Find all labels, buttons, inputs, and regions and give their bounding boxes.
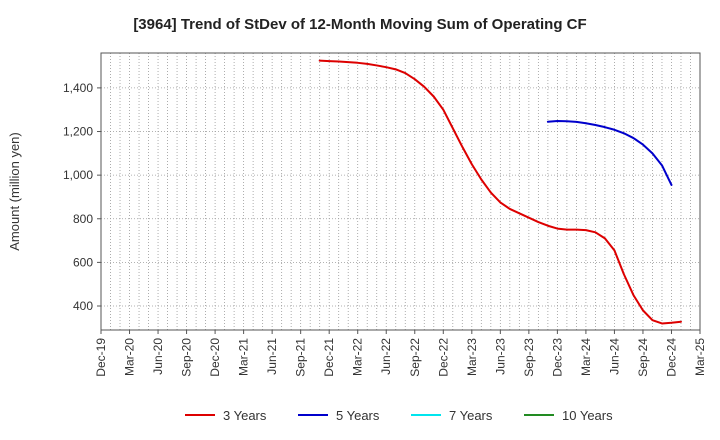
x-tick-label: Dec-20 (208, 338, 222, 377)
x-tick-label: Jun-21 (265, 338, 279, 375)
x-tick-label: Mar-22 (351, 338, 365, 376)
x-tick-label: Mar-20 (123, 338, 137, 376)
y-axis-ticks: 400 600 800 1,000 1,200 1,400 (63, 81, 101, 313)
x-tick-label: Dec-22 (436, 338, 450, 377)
y-tick-label: 1,000 (63, 168, 93, 182)
x-tick-label: Mar-25 (693, 338, 707, 376)
y-tick-label: 1,400 (63, 81, 93, 95)
y-tick-label: 1,200 (63, 125, 93, 139)
x-tick-label: Sep-20 (180, 338, 194, 377)
x-tick-label: Jun-24 (607, 338, 621, 375)
y-axis-label: Amount (million yen) (7, 132, 22, 251)
x-tick-label: Sep-24 (636, 338, 650, 377)
y-tick-label: 400 (73, 299, 93, 313)
legend-label: 3 Years (223, 408, 267, 423)
legend-label: 7 Years (449, 408, 493, 423)
x-tick-label: Dec-21 (322, 338, 336, 377)
chart-title: [3964] Trend of StDev of 12-Month Moving… (133, 16, 586, 33)
grid (100, 53, 701, 330)
x-tick-label: Sep-21 (294, 338, 308, 377)
x-tick-label: Mar-24 (579, 338, 593, 376)
x-tick-label: Jun-20 (151, 338, 165, 375)
x-axis-ticks: Dec-19 Mar-20 Jun-20 Sep-20 Dec-20 Mar-21 Jun-… (94, 330, 707, 377)
legend-label: 5 Years (336, 408, 380, 423)
series-line-3-years (318, 59, 682, 325)
y-tick-label: 600 (73, 255, 93, 269)
series-line-5-years (546, 120, 673, 186)
legend-label: 10 Years (562, 408, 613, 423)
x-tick-label: Mar-21 (237, 338, 251, 376)
x-tick-label: Dec-23 (550, 338, 564, 377)
legend: 3 Years 5 Years 7 Years 10 Years (185, 408, 613, 423)
series-lines (318, 59, 682, 325)
x-tick-label: Sep-23 (522, 338, 536, 377)
x-tick-label: Jun-22 (379, 338, 393, 375)
x-tick-label: Mar-23 (465, 338, 479, 376)
x-tick-label: Dec-24 (664, 338, 678, 377)
y-tick-label: 800 (73, 212, 93, 226)
x-tick-label: Jun-23 (493, 338, 507, 375)
x-tick-label: Sep-22 (408, 338, 422, 377)
x-tick-label: Dec-19 (94, 338, 108, 377)
plot-area (100, 52, 701, 331)
